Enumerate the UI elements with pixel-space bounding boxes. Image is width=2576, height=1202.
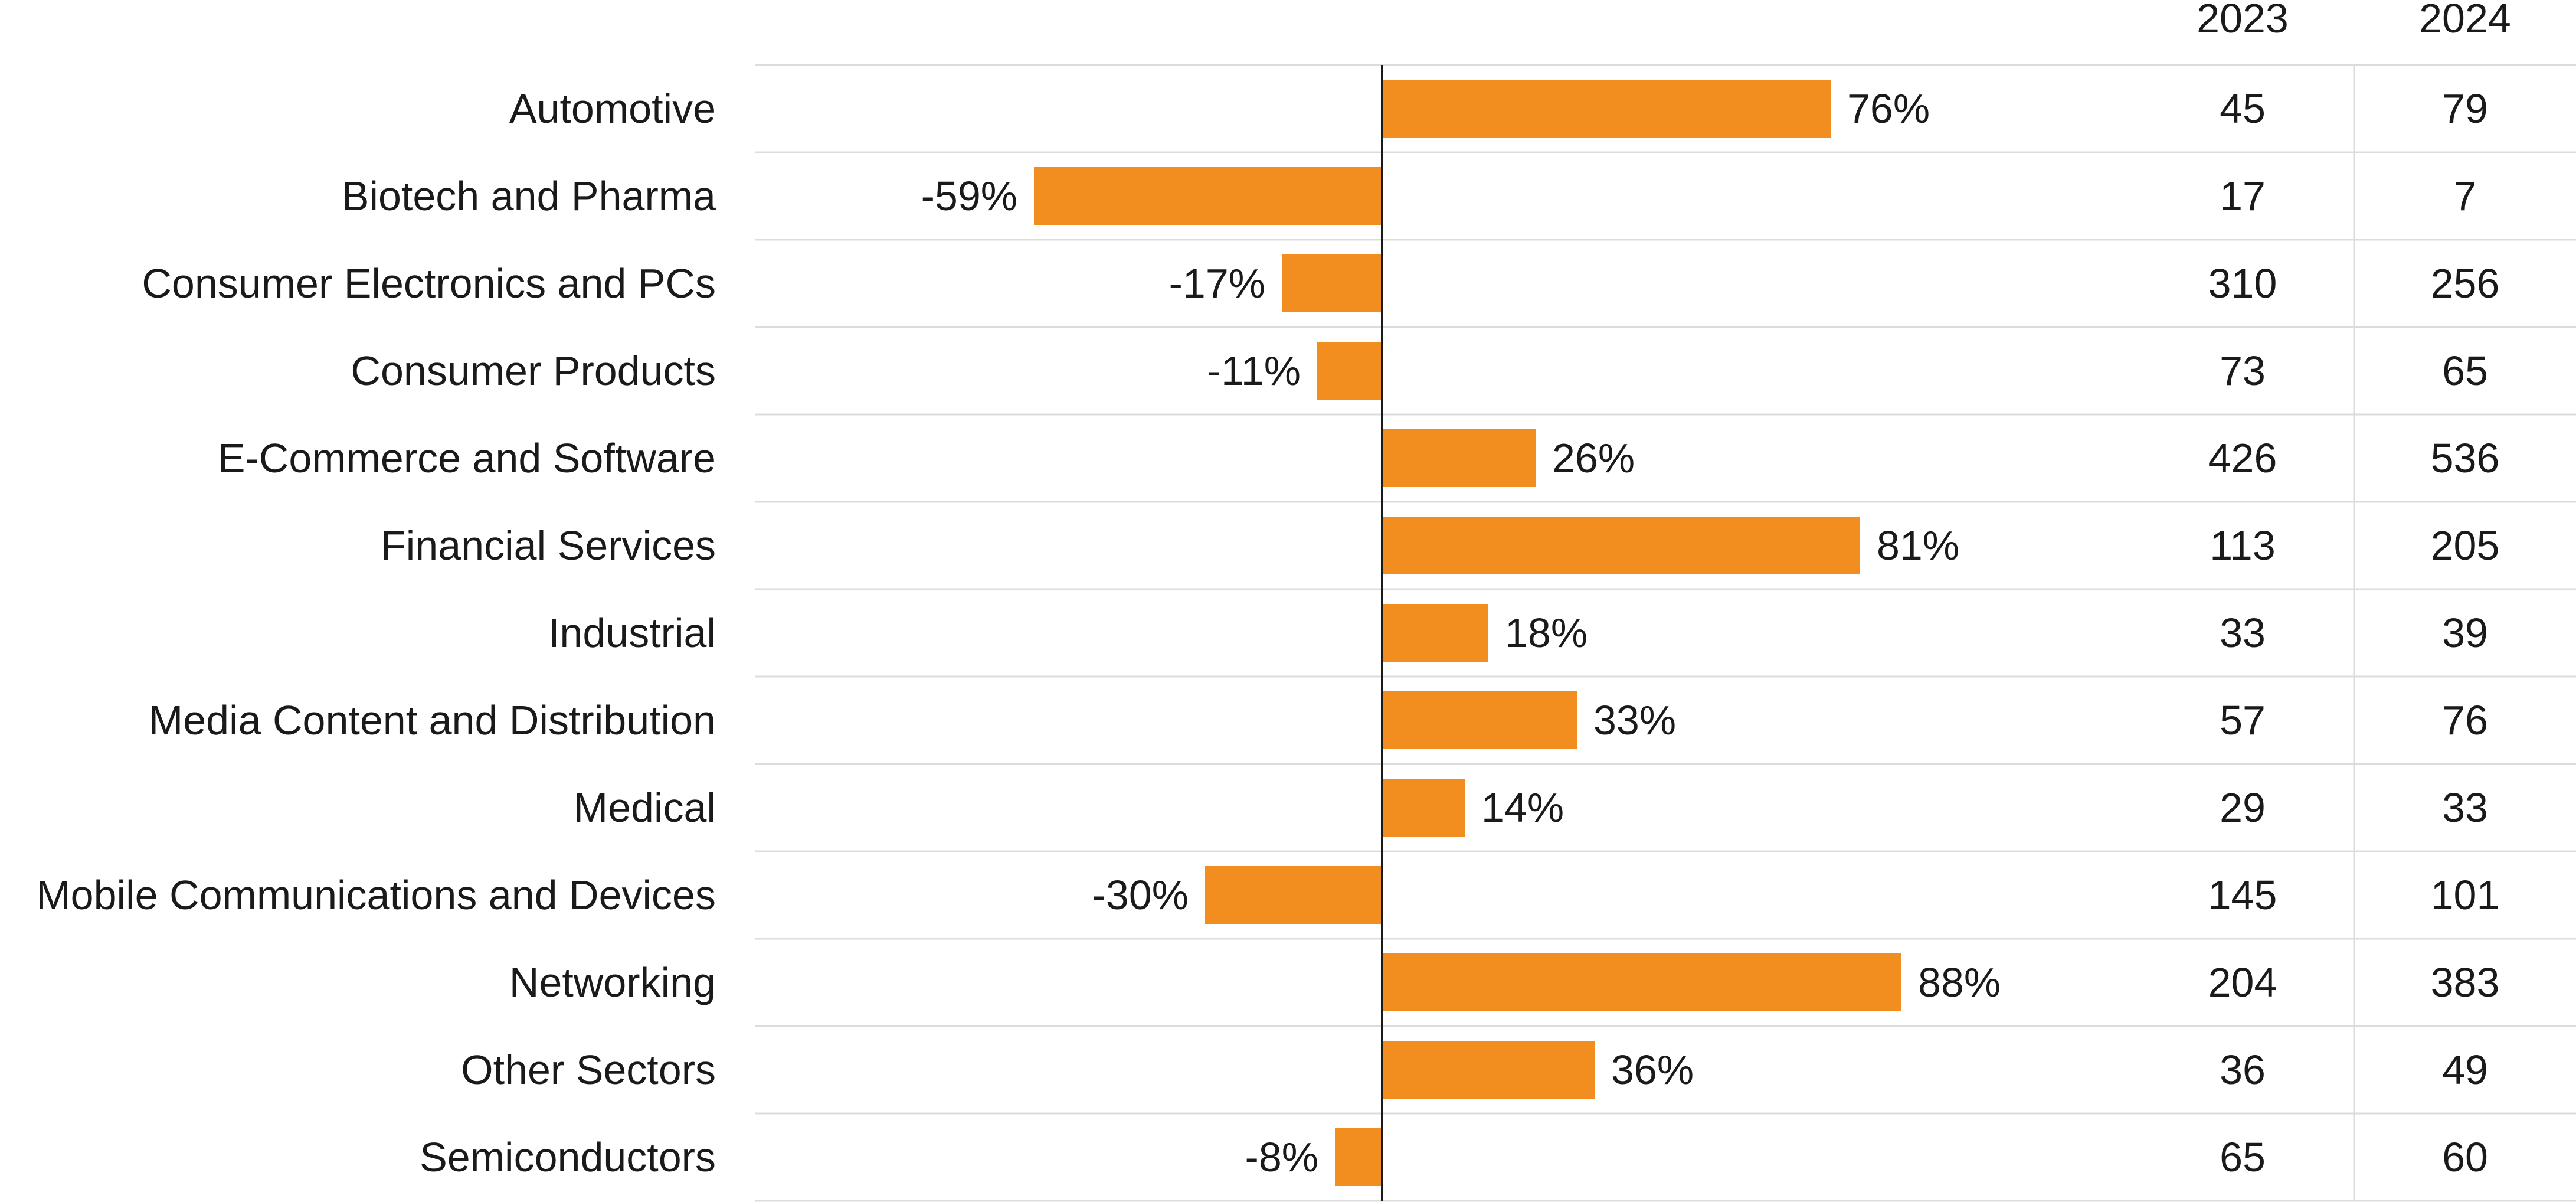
table-cell-2023: 57 <box>2220 697 2266 743</box>
category-label: Industrial <box>548 610 716 656</box>
category-label: Mobile Communications and Devices <box>36 872 716 918</box>
bar-layer <box>1034 65 1901 1201</box>
table-cell-2023: 310 <box>2208 260 2277 306</box>
category-label: Automotive <box>509 86 716 132</box>
table-cell-2024: 60 <box>2442 1134 2488 1180</box>
category-label: Medical <box>574 785 716 831</box>
bar-6 <box>1382 604 1488 662</box>
table-cell-2023: 33 <box>2220 610 2266 656</box>
table-cell-2023: 204 <box>2208 959 2277 1005</box>
bar-2 <box>1282 254 1382 312</box>
table-cell-2023: 36 <box>2220 1047 2266 1093</box>
category-label: Networking <box>509 959 716 1005</box>
bar-value-label: 33% <box>1593 697 1676 743</box>
grid-layer <box>755 65 2576 1201</box>
table-cell-2024: 256 <box>2431 260 2500 306</box>
bar-8 <box>1382 779 1465 837</box>
table-cell-2024: 205 <box>2431 522 2500 569</box>
table-cell-2023: 145 <box>2208 872 2277 918</box>
bar-5 <box>1382 517 1860 574</box>
table-cell-2023: 113 <box>2210 522 2276 569</box>
table-header-2024: 2024 <box>2419 0 2511 41</box>
category-label: Media Content and Distribution <box>149 697 716 743</box>
bar-value-label: -11% <box>1207 348 1301 394</box>
bar-9 <box>1205 866 1382 924</box>
bar-0 <box>1382 80 1831 138</box>
category-label: Financial Services <box>381 522 716 569</box>
table-cell-2024: 76 <box>2442 697 2488 743</box>
table-cell-2024: 536 <box>2431 435 2500 481</box>
bar-value-label: 36% <box>1611 1047 1694 1093</box>
table-cell-2024: 49 <box>2442 1047 2488 1093</box>
table-cell-2024: 39 <box>2442 610 2488 656</box>
bar-value-label: -59% <box>921 173 1017 219</box>
category-label: Consumer Products <box>351 348 716 394</box>
bar-12 <box>1335 1128 1382 1186</box>
table-cell-2023: 426 <box>2208 435 2277 481</box>
bar-7 <box>1382 691 1577 749</box>
bar-value-label: -17% <box>1169 260 1265 306</box>
table-cell-2023: 17 <box>2220 173 2266 219</box>
bar-1 <box>1034 167 1382 225</box>
table-cell-2023: 29 <box>2220 785 2266 831</box>
category-label: E-Commerce and Software <box>218 435 716 481</box>
bar-10 <box>1382 953 1901 1011</box>
table-cell-2024: 33 <box>2442 785 2488 831</box>
category-label: Consumer Electronics and PCs <box>142 260 716 306</box>
bar-3 <box>1317 342 1382 400</box>
label-layer: Automotive 76% Biotech and Pharma -59% Consu… <box>36 86 2001 1180</box>
category-label: Other Sectors <box>461 1047 716 1093</box>
category-label: Biotech and Pharma <box>342 173 716 219</box>
bar-value-label: 81% <box>1877 522 1959 569</box>
bar-value-label: 18% <box>1505 610 1588 656</box>
bar-value-label: 88% <box>1918 959 2001 1005</box>
table-cell-2024: 79 <box>2442 86 2488 132</box>
bar-value-label: 14% <box>1481 785 1564 831</box>
table-cell-2024: 383 <box>2431 959 2500 1005</box>
table-cell-2024: 65 <box>2442 348 2488 394</box>
bar-value-label: 76% <box>1847 86 1930 132</box>
table-cell-2023: 65 <box>2220 1134 2266 1180</box>
table-cell-2023: 45 <box>2220 86 2266 132</box>
table-cell-2024: 7 <box>2454 173 2477 219</box>
bar-value-label: -8% <box>1245 1134 1318 1180</box>
bar-11 <box>1382 1041 1595 1099</box>
table-cell-2023: 73 <box>2220 348 2266 394</box>
bar-value-label: -30% <box>1092 872 1189 918</box>
table-cell-2024: 101 <box>2431 872 2500 918</box>
category-label: Semiconductors <box>420 1134 716 1180</box>
bar-4 <box>1382 429 1536 487</box>
table-header-2023: 2023 <box>2197 0 2289 41</box>
bar-value-label: 26% <box>1552 435 1635 481</box>
